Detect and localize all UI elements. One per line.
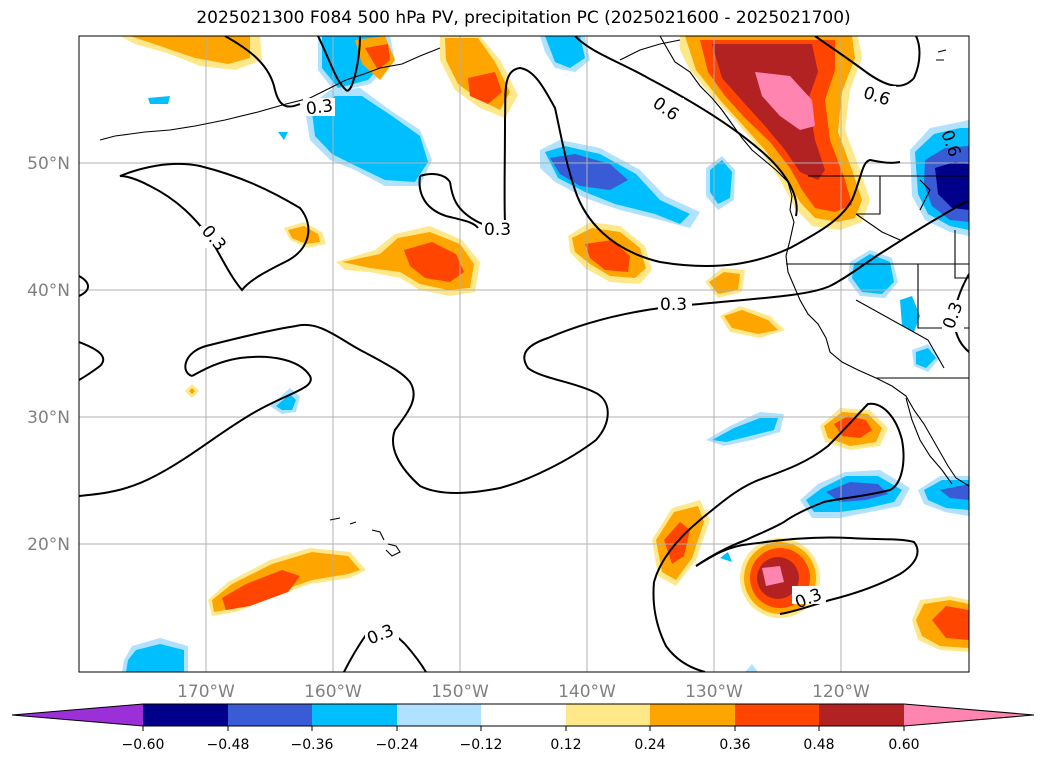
contour-label-group: 0.3 0.3 0.3 0.3 0.3 0.3 0.6 0.6 0.6 0.3 (197, 83, 967, 649)
colorbar-min-extend (12, 704, 143, 726)
shade-neg (940, 484, 969, 500)
shade-neg (935, 162, 969, 210)
shade-neg (720, 552, 732, 562)
colorbar-tick-label: −0.24 (376, 737, 419, 753)
colorbar-cell (735, 704, 819, 726)
colorbar-cell (397, 704, 481, 726)
shade-pos (932, 606, 969, 640)
pv-contours (79, 36, 969, 672)
colorbar-tick-label: −0.36 (291, 737, 334, 753)
contour-label: 0.3 (484, 220, 511, 240)
shade-neg (916, 348, 936, 368)
colorbar-ticks (142, 726, 905, 731)
colorbar-cell (312, 704, 397, 726)
colorbar-cell (228, 704, 312, 726)
shade-neg (276, 394, 296, 410)
shade-neg (312, 96, 428, 182)
shade-neg (710, 160, 732, 204)
shade-pos (468, 72, 502, 104)
shade-neg (900, 296, 920, 332)
shade-pos (712, 44, 825, 180)
colorbar-max-extend (904, 704, 1034, 726)
colorbar-tick-label: 0.48 (803, 737, 834, 753)
colorbar-cell (650, 704, 735, 726)
shade-pos (755, 72, 815, 130)
map-frame (78, 35, 970, 673)
colorbar-tick-label: −0.60 (122, 737, 165, 753)
shade-pos (834, 416, 872, 438)
lon-label: 140°W (558, 682, 616, 702)
colorbar-tick-label: −0.12 (460, 737, 503, 753)
colorbar-tick-label: 0.24 (634, 737, 665, 753)
shade-pos (189, 388, 195, 394)
colorbar-cell (566, 704, 650, 726)
lat-label: 50°N (27, 154, 70, 174)
shade-pos (585, 240, 630, 272)
shade-neg (126, 644, 184, 672)
shade-pos (365, 44, 390, 70)
shade-neg (545, 36, 585, 68)
colorbar-cell (819, 704, 904, 726)
shade-pos (288, 226, 320, 244)
shade-pos (130, 36, 250, 64)
colorbar: −0.60 −0.48 −0.36 −0.24 −0.12 0.12 0.24 … (11, 703, 1035, 753)
shade-pos (724, 310, 778, 334)
coastlines (99, 36, 969, 557)
gridlines (79, 36, 969, 672)
lon-axis-labels: 170°W 160°W 150°W 140°W 130°W 120°W (177, 682, 870, 702)
shade-neg (745, 664, 758, 672)
lon-label: 120°W (812, 682, 870, 702)
shade-pos (709, 272, 740, 294)
colorbar-tick-label: −0.48 (207, 737, 250, 753)
shade-neg (712, 418, 778, 442)
shade-pos (762, 566, 784, 586)
colorbar-tick-label: 0.60 (888, 737, 919, 753)
lat-label: 30°N (27, 408, 70, 428)
lon-label: 150°W (431, 682, 489, 702)
colorbar-tick-label: 0.12 (550, 737, 581, 753)
colorbar-tick-label: 0.36 (719, 737, 750, 753)
chart-title: 2025021300 F084 500 hPa PV, precipitatio… (196, 8, 851, 28)
lon-label: 130°W (685, 682, 743, 702)
shade-pos (222, 570, 300, 610)
colorbar-cell (481, 704, 566, 726)
shade-pos (404, 242, 464, 282)
contour-label: 0.3 (305, 96, 335, 120)
lon-label: 170°W (177, 682, 235, 702)
shade-neg (278, 132, 288, 140)
colorbar-cell (143, 704, 228, 726)
precip-shading (120, 36, 969, 672)
lat-label: 40°N (27, 281, 70, 301)
lon-label: 160°W (304, 682, 362, 702)
shade-neg (148, 96, 170, 104)
lat-label: 20°N (27, 535, 70, 555)
contour-label: 0.3 (660, 295, 687, 315)
lat-axis-labels: 50°N 40°N 30°N 20°N (27, 154, 70, 555)
